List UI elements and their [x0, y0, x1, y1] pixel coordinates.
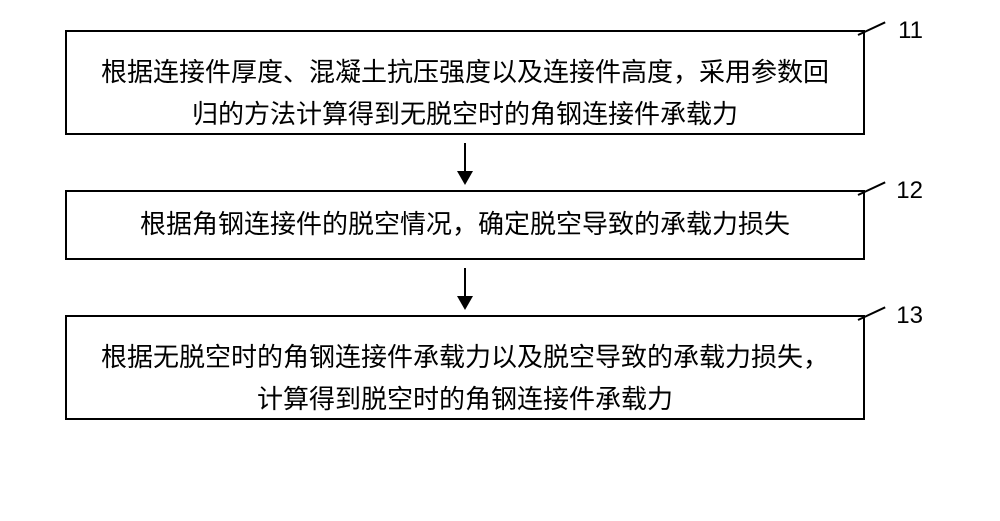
flowchart-container: 11 根据连接件厚度、混凝土抗压强度以及连接件高度，采用参数回归的方法计算得到无…: [65, 30, 935, 420]
step-box-2: 12 根据角钢连接件的脱空情况，确定脱空导致的承载力损失: [65, 190, 865, 260]
arrow-1: [464, 143, 466, 183]
arrow-container-1: [65, 135, 865, 190]
arrow-container-2: [65, 260, 865, 315]
arrow-2: [464, 268, 466, 308]
lead-line-1: [858, 21, 886, 35]
step-box-3: 13 根据无脱空时的角钢连接件承载力以及脱空导致的承载力损失，计算得到脱空时的角…: [65, 315, 865, 420]
step-text-1: 根据连接件厚度、混凝土抗压强度以及连接件高度，采用参数回归的方法计算得到无脱空时…: [97, 52, 833, 135]
step-number-3: 13: [896, 302, 923, 330]
step-number-2: 12: [896, 177, 923, 205]
step-text-2: 根据角钢连接件的脱空情况，确定脱空导致的承载力损失: [140, 204, 790, 246]
step-text-3: 根据无脱空时的角钢连接件承载力以及脱空导致的承载力损失，计算得到脱空时的角钢连接…: [97, 337, 833, 420]
step-box-1: 11 根据连接件厚度、混凝土抗压强度以及连接件高度，采用参数回归的方法计算得到无…: [65, 30, 865, 135]
step-number-1: 11: [898, 17, 923, 45]
